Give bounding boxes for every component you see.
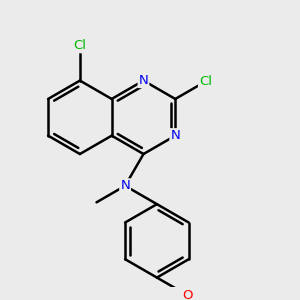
Text: O: O <box>182 289 192 300</box>
Text: N: N <box>139 74 148 87</box>
Text: N: N <box>170 129 180 142</box>
Text: Cl: Cl <box>199 75 212 88</box>
Text: N: N <box>120 179 130 192</box>
Text: Cl: Cl <box>74 39 86 52</box>
